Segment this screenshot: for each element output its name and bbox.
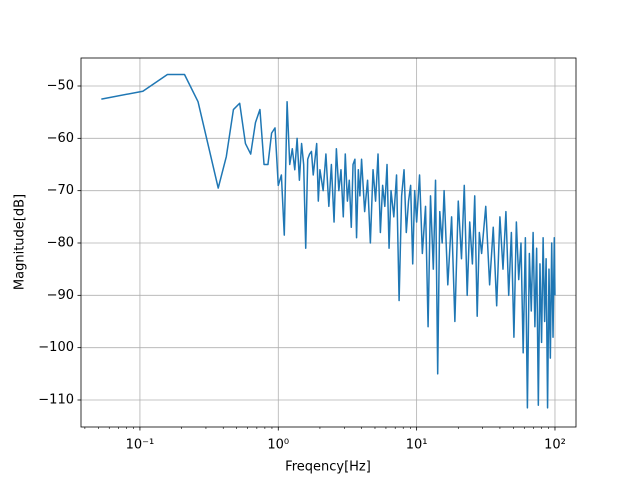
axes-frame [80,57,577,428]
x-tick-label: 10⁰ [267,438,289,453]
y-axis-label: Magnitude[dB] [13,194,28,290]
y-tick-label: −90 [47,288,74,303]
x-axis-label: Freqency[Hz] [285,460,371,475]
line-series [101,73,556,409]
x-tick-label: 10⁻¹ [126,438,155,453]
y-tick-label: −80 [47,235,74,250]
y-tick-label: −110 [38,392,74,407]
y-tick-label: −70 [47,183,74,198]
y-tick-label: −100 [38,340,74,355]
y-tick-label: −60 [47,131,74,146]
y-tick-label: −50 [47,78,74,93]
x-tick-label: 10² [544,438,566,453]
x-tick-label: 10¹ [406,438,428,453]
